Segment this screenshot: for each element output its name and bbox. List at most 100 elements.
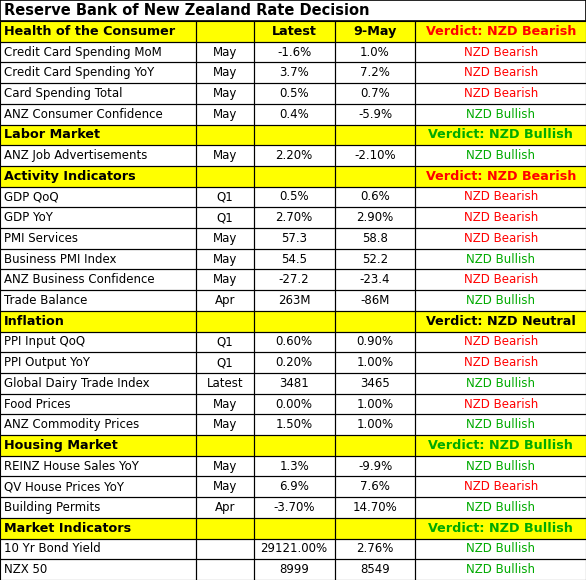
Text: 1.50%: 1.50% (275, 418, 313, 431)
Text: 0.7%: 0.7% (360, 87, 390, 100)
Text: 1.3%: 1.3% (280, 459, 309, 473)
Text: NZD Bearish: NZD Bearish (464, 335, 538, 349)
Text: -3.70%: -3.70% (274, 501, 315, 514)
Bar (196, 290, 254, 311)
Bar (0, 497, 196, 518)
Text: 0.4%: 0.4% (280, 108, 309, 121)
Bar (0, 373, 196, 394)
Bar (415, 42, 586, 63)
Bar (196, 249, 254, 270)
Bar (254, 332, 335, 352)
Text: Credit Card Spending MoM: Credit Card Spending MoM (4, 46, 162, 59)
Bar (0, 83, 586, 104)
Bar (254, 104, 335, 125)
Text: ANZ Commodity Prices: ANZ Commodity Prices (4, 418, 139, 431)
Text: 6.9%: 6.9% (280, 480, 309, 494)
Bar (335, 497, 415, 518)
Bar (415, 539, 586, 559)
Bar (0, 104, 196, 125)
Text: Latest: Latest (207, 377, 243, 390)
Bar (335, 104, 415, 125)
Bar (0, 207, 586, 228)
Text: -9.9%: -9.9% (358, 459, 392, 473)
Text: 7.2%: 7.2% (360, 66, 390, 79)
Bar (196, 456, 254, 477)
Bar (254, 166, 335, 187)
Bar (0, 125, 586, 145)
Text: Business PMI Index: Business PMI Index (4, 253, 117, 266)
Text: 0.5%: 0.5% (280, 190, 309, 204)
Text: 54.5: 54.5 (281, 253, 307, 266)
Text: 1.00%: 1.00% (356, 418, 394, 431)
Bar (254, 21, 335, 42)
Bar (0, 352, 586, 373)
Text: Apr: Apr (215, 294, 235, 307)
Text: ANZ Job Advertisements: ANZ Job Advertisements (4, 149, 147, 162)
Bar (254, 311, 335, 332)
Text: 0.20%: 0.20% (275, 356, 313, 369)
Text: NZD Bullish: NZD Bullish (466, 294, 535, 307)
Bar (196, 207, 254, 228)
Text: 0.00%: 0.00% (275, 397, 313, 411)
Bar (254, 249, 335, 270)
Bar (196, 539, 254, 559)
Bar (415, 166, 586, 187)
Bar (196, 63, 254, 83)
Bar (254, 270, 335, 290)
Bar (415, 332, 586, 352)
Text: 58.8: 58.8 (362, 232, 388, 245)
Text: 0.90%: 0.90% (356, 335, 394, 349)
Text: May: May (213, 87, 237, 100)
Bar (415, 187, 586, 207)
Bar (0, 145, 196, 166)
Bar (0, 477, 586, 497)
Bar (0, 394, 196, 414)
Text: NZD Bullish: NZD Bullish (466, 149, 535, 162)
Bar (335, 42, 415, 63)
Bar (0, 207, 196, 228)
Bar (254, 518, 335, 539)
Bar (415, 290, 586, 311)
Bar (415, 352, 586, 373)
Bar (335, 249, 415, 270)
Text: -5.9%: -5.9% (358, 108, 392, 121)
Bar (254, 145, 335, 166)
Bar (196, 187, 254, 207)
Text: NZD Bullish: NZD Bullish (466, 563, 535, 576)
Bar (415, 559, 586, 580)
Text: NZD Bearish: NZD Bearish (464, 480, 538, 494)
Bar (0, 42, 586, 63)
Bar (335, 518, 415, 539)
Text: NZD Bullish: NZD Bullish (466, 459, 535, 473)
Text: 2.90%: 2.90% (356, 211, 394, 224)
Bar (196, 477, 254, 497)
Bar (335, 83, 415, 104)
Text: 2.70%: 2.70% (275, 211, 313, 224)
Text: GDP YoY: GDP YoY (4, 211, 53, 224)
Text: 2.20%: 2.20% (275, 149, 313, 162)
Bar (335, 270, 415, 290)
Bar (0, 270, 196, 290)
Bar (0, 21, 586, 42)
Bar (415, 63, 586, 83)
Bar (0, 394, 586, 414)
Text: Housing Market: Housing Market (4, 439, 118, 452)
Text: 3481: 3481 (280, 377, 309, 390)
Bar (254, 373, 335, 394)
Bar (335, 63, 415, 83)
Bar (0, 145, 586, 166)
Text: Trade Balance: Trade Balance (4, 294, 87, 307)
Bar (254, 83, 335, 104)
Text: PMI Services: PMI Services (4, 232, 78, 245)
Bar (0, 187, 196, 207)
Bar (415, 414, 586, 435)
Bar (415, 435, 586, 456)
Bar (196, 559, 254, 580)
Text: 1.00%: 1.00% (356, 397, 394, 411)
Bar (254, 290, 335, 311)
Bar (0, 228, 196, 249)
Bar (335, 456, 415, 477)
Bar (0, 414, 196, 435)
Bar (254, 42, 335, 63)
Bar (254, 228, 335, 249)
